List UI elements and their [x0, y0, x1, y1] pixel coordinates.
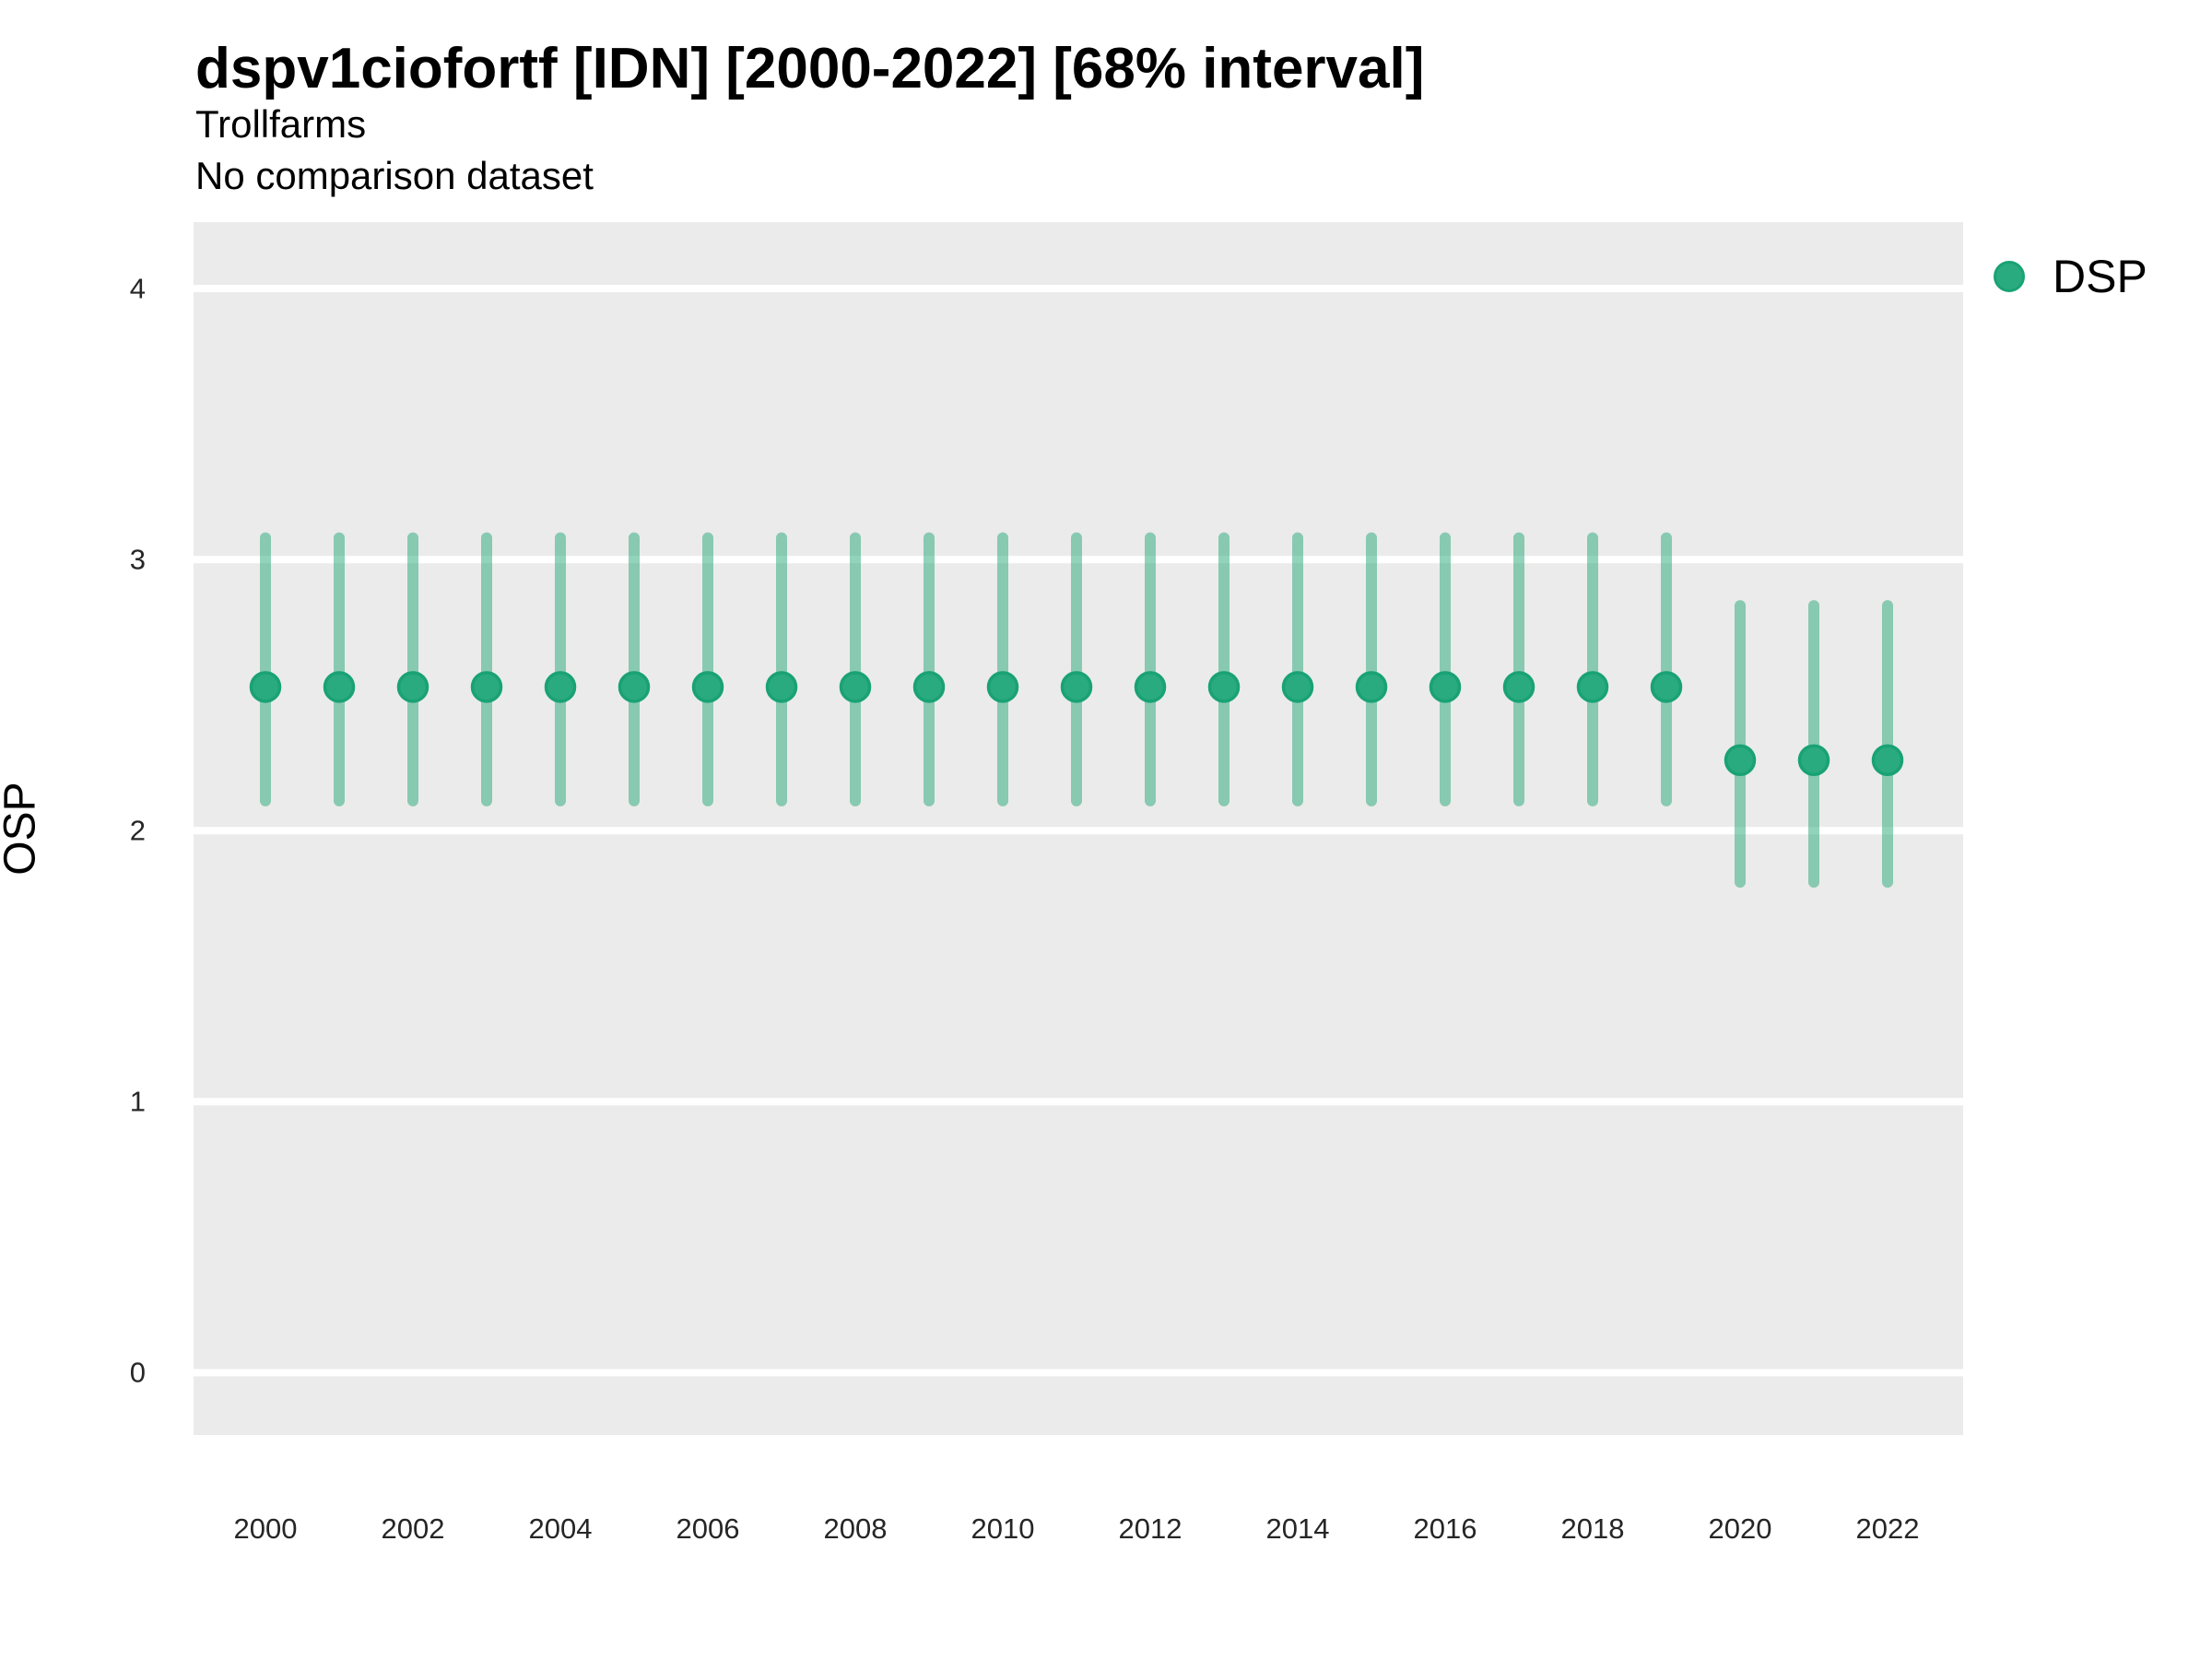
data-point-2002 — [396, 671, 429, 703]
legend-dot-icon — [1994, 261, 2025, 292]
data-point-2017 — [1502, 671, 1535, 703]
x-tick-label-2004: 2004 — [528, 1512, 593, 1545]
data-point-2012 — [1134, 671, 1167, 703]
data-point-2001 — [323, 671, 356, 703]
legend-label: DSP — [2053, 251, 2147, 302]
comparison-note: No comparison dataset — [195, 154, 594, 197]
data-point-2007 — [765, 671, 798, 703]
chart-subtitle: Trollfarms — [195, 102, 367, 146]
data-point-2011 — [1060, 671, 1093, 703]
data-point-2018 — [1576, 671, 1609, 703]
x-tick-label-2018: 2018 — [1560, 1512, 1625, 1545]
x-tick-label-2012: 2012 — [1118, 1512, 1182, 1545]
data-point-2003 — [470, 671, 503, 703]
x-tick-label-2002: 2002 — [381, 1512, 445, 1545]
plot-panel — [194, 222, 1963, 1435]
data-point-2008 — [839, 671, 872, 703]
data-point-2021 — [1797, 744, 1830, 776]
data-point-2022 — [1871, 744, 1904, 776]
y-tick-label-3: 3 — [129, 543, 146, 576]
data-point-2014 — [1281, 671, 1314, 703]
data-point-2005 — [618, 671, 651, 703]
data-point-2015 — [1355, 671, 1388, 703]
data-point-2016 — [1429, 671, 1462, 703]
y-tick-label-2: 2 — [129, 814, 146, 847]
data-point-2004 — [544, 671, 577, 703]
data-point-2006 — [691, 671, 724, 703]
x-tick-label-2006: 2006 — [676, 1512, 740, 1545]
y-tick-label-0: 0 — [129, 1356, 146, 1389]
data-point-2010 — [986, 671, 1019, 703]
x-tick-label-2010: 2010 — [971, 1512, 1035, 1545]
y-tick-label-1: 1 — [129, 1085, 146, 1118]
x-tick-label-2008: 2008 — [823, 1512, 888, 1545]
chart-title: dspv1ciofortf [IDN] [2000-2022] [68% int… — [195, 37, 1425, 100]
x-tick-label-2022: 2022 — [1855, 1512, 1920, 1545]
legend: DSP — [1994, 250, 2147, 303]
data-point-2019 — [1650, 671, 1683, 703]
x-tick-label-2000: 2000 — [233, 1512, 298, 1545]
x-tick-label-2016: 2016 — [1413, 1512, 1477, 1545]
y-tick-label-4: 4 — [129, 272, 146, 305]
x-tick-label-2014: 2014 — [1265, 1512, 1330, 1545]
data-point-2020 — [1724, 744, 1757, 776]
data-point-2000 — [249, 671, 282, 703]
data-point-2013 — [1207, 671, 1241, 703]
data-point-2009 — [912, 671, 946, 703]
x-tick-label-2020: 2020 — [1708, 1512, 1772, 1545]
